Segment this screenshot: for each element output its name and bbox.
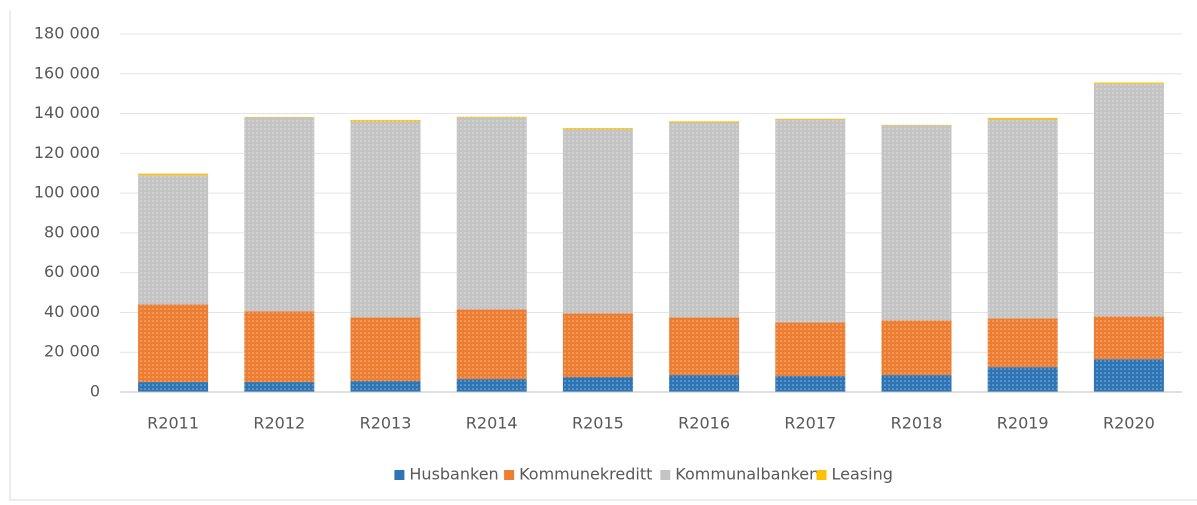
bar-texture — [1093, 359, 1164, 392]
bar-texture — [1093, 316, 1164, 360]
x-tick-label: R2017 — [784, 414, 836, 433]
y-tick-label: 20 000 — [44, 342, 100, 361]
bar-texture — [138, 175, 209, 305]
bar-texture — [562, 129, 633, 314]
bar-texture — [881, 320, 952, 376]
bar-texture — [669, 121, 740, 123]
legend-label: Kommunekreditt — [519, 465, 652, 484]
bar-texture — [881, 124, 952, 126]
bar-texture — [562, 313, 633, 378]
bar-texture — [881, 125, 952, 321]
bar-texture — [669, 122, 740, 318]
bar-texture — [1093, 83, 1164, 317]
legend-swatch — [660, 470, 671, 480]
bar-texture — [456, 309, 527, 380]
bar-texture — [138, 173, 209, 176]
x-tick-label: R2013 — [360, 414, 412, 433]
bar-texture — [244, 311, 315, 383]
x-tick-label: R2018 — [891, 414, 943, 433]
bar-texture — [775, 119, 846, 323]
legend-swatch — [816, 470, 827, 480]
bar-texture — [775, 376, 846, 392]
bar-texture — [456, 379, 527, 392]
bar-texture — [138, 304, 209, 383]
bar-texture — [775, 322, 846, 377]
bar-texture — [244, 116, 315, 118]
bar-texture — [987, 119, 1058, 319]
bar-texture — [669, 375, 740, 392]
y-tick-label: 80 000 — [44, 222, 100, 241]
x-tick-label: R2019 — [997, 414, 1049, 433]
bar-texture — [562, 128, 633, 130]
x-tick-label: R2020 — [1103, 414, 1155, 433]
y-tick-label: 180 000 — [34, 24, 100, 43]
x-tick-label: R2016 — [678, 414, 730, 433]
bar-texture — [562, 377, 633, 392]
x-tick-label: R2011 — [147, 414, 199, 433]
bar-texture — [244, 117, 315, 312]
x-tick-label: R2015 — [572, 414, 624, 433]
y-tick-label: 100 000 — [34, 183, 100, 202]
legend-swatch — [394, 470, 405, 480]
bar-texture — [1093, 82, 1164, 84]
bar-texture — [775, 118, 846, 120]
bar-texture — [987, 117, 1058, 120]
bar-texture — [456, 116, 527, 118]
bar-texture — [244, 382, 315, 392]
x-tick-label: R2014 — [466, 414, 518, 433]
y-tick-label: 40 000 — [44, 302, 100, 321]
legend-swatch — [504, 470, 515, 480]
legend-label: Husbanken — [409, 465, 498, 484]
x-tick-label: R2012 — [253, 414, 305, 433]
bar-texture — [881, 375, 952, 392]
bar-texture — [350, 121, 421, 318]
y-tick-label: 0 — [90, 382, 100, 401]
bar-texture — [456, 117, 527, 310]
legend-label: Kommunalbanken — [675, 465, 819, 484]
legend-label: Leasing — [832, 465, 893, 484]
bar-texture — [987, 367, 1058, 392]
bar-texture — [350, 317, 421, 382]
y-tick-label: 60 000 — [44, 262, 100, 281]
bar-texture — [350, 381, 421, 392]
bar-texture — [669, 317, 740, 376]
bar-texture — [350, 119, 421, 122]
bar-texture — [138, 382, 209, 392]
y-tick-label: 160 000 — [34, 63, 100, 82]
bar-texture — [987, 318, 1058, 368]
y-tick-label: 120 000 — [34, 143, 100, 162]
y-tick-label: 140 000 — [34, 103, 100, 122]
